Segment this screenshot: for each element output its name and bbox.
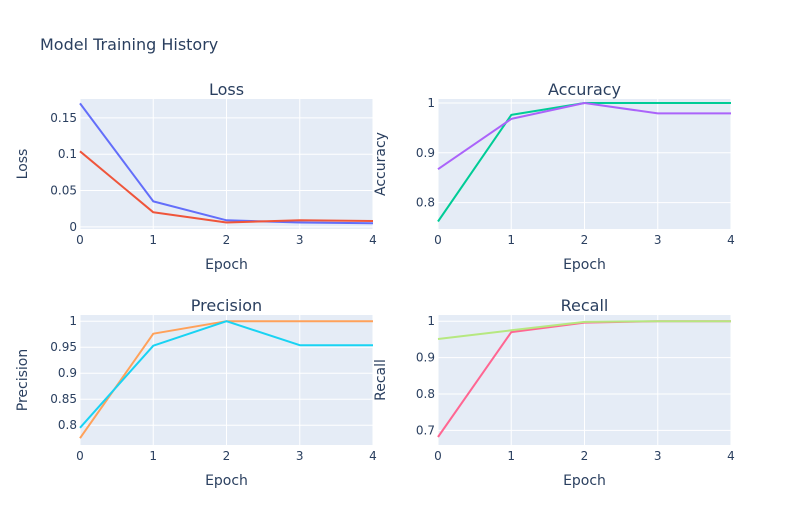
- subplots: 0 1 2 3 4 0 0.05 0.1 0.15 Loss Epoch Loss 0 1 2 3 4 0.8 0.…: [15, 80, 735, 489]
- x-tick-label: 1: [149, 233, 157, 247]
- y-tick-label: 1: [427, 314, 435, 328]
- y-axis-label: Precision: [15, 349, 31, 411]
- y-tick-label: 1: [427, 96, 435, 110]
- y-tick-label: 0.15: [50, 111, 77, 125]
- subplot-title: Recall: [561, 296, 609, 315]
- x-tick-label: 2: [223, 233, 231, 247]
- y-tick-label: 0.9: [416, 351, 435, 365]
- x-tick-label: 4: [727, 449, 735, 463]
- x-tick-label: 0: [434, 449, 442, 463]
- series-line-2: [437, 320, 731, 340]
- y-axis-label: Recall: [373, 359, 389, 401]
- x-tick-label: 2: [223, 449, 231, 463]
- x-axis-label: Epoch: [205, 257, 248, 273]
- x-axis-label: Epoch: [563, 473, 606, 489]
- x-tick-label: 0: [76, 233, 84, 247]
- x-tick-label: 3: [654, 449, 662, 463]
- y-tick-label: 0.8: [416, 196, 435, 210]
- x-tick-label: 3: [296, 233, 304, 247]
- y-axis-label: Accuracy: [373, 132, 389, 196]
- x-tick-label: 1: [507, 233, 515, 247]
- x-tick-label: 0: [434, 233, 442, 247]
- subplot-title: Precision: [191, 296, 262, 315]
- subplot-precision: 0 1 2 3 4 0.8 0.85 0.9 0.95 1 Precision Epoch Precis…: [15, 296, 377, 489]
- y-tick-label: 0.9: [416, 146, 435, 160]
- x-axis-label: Epoch: [205, 473, 248, 489]
- x-tick-label: 4: [727, 233, 735, 247]
- series-line-1: [79, 102, 374, 225]
- y-tick-label: 0.8: [58, 418, 77, 432]
- y-tick-label: 0.05: [50, 184, 77, 198]
- y-tick-label: 0.85: [50, 392, 77, 406]
- x-tick-label: 2: [581, 233, 589, 247]
- y-tick-label: 1: [69, 314, 77, 328]
- y-tick-label: 0.1: [58, 147, 77, 161]
- subplot-accuracy: 0 1 2 3 4 0.8 0.9 1 Accuracy Epoch Accuracy: [373, 80, 735, 273]
- x-tick-label: 4: [369, 449, 377, 463]
- x-tick-label: 1: [149, 449, 157, 463]
- y-axis-label: Loss: [15, 149, 31, 180]
- y-tick-label: 0.9: [58, 366, 77, 380]
- x-tick-label: 4: [369, 233, 377, 247]
- subplot-title: Accuracy: [548, 80, 621, 99]
- subplot-recall: 0 1 2 3 4 0.7 0.8 0.9 1 Recall Epoch Recall: [373, 296, 735, 489]
- y-tick-label: 0.8: [416, 387, 435, 401]
- x-tick-label: 2: [581, 449, 589, 463]
- x-tick-label: 3: [296, 449, 304, 463]
- x-tick-label: 0: [76, 449, 84, 463]
- figure-title: Model Training History: [40, 35, 218, 54]
- y-tick-label: 0.95: [50, 340, 77, 354]
- subplot-loss: 0 1 2 3 4 0 0.05 0.1 0.15 Loss Epoch Loss: [15, 80, 377, 273]
- subplot-title: Loss: [209, 80, 244, 99]
- x-axis-label: Epoch: [563, 257, 606, 273]
- x-tick-label: 3: [654, 233, 662, 247]
- series-line-2: [79, 150, 374, 224]
- x-tick-label: 1: [507, 449, 515, 463]
- y-tick-label: 0: [69, 220, 77, 234]
- series-line-2: [437, 102, 731, 171]
- y-tick-label: 0.7: [416, 423, 435, 437]
- series-line-2: [79, 320, 373, 429]
